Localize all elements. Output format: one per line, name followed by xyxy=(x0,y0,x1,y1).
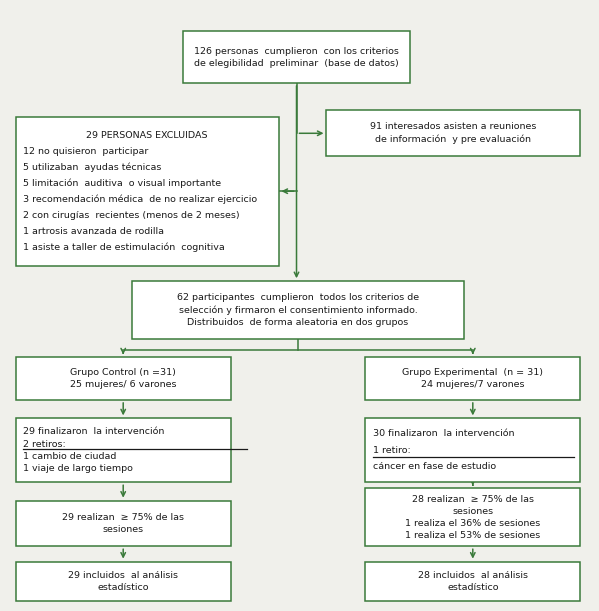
FancyBboxPatch shape xyxy=(16,357,231,400)
Text: 12 no quisieron  participar: 12 no quisieron participar xyxy=(23,147,149,156)
Text: 3 recomendación médica  de no realizar ejercicio: 3 recomendación médica de no realizar ej… xyxy=(23,194,258,204)
Text: 5 utilizaban  ayudas técnicas: 5 utilizaban ayudas técnicas xyxy=(23,163,162,172)
FancyBboxPatch shape xyxy=(183,31,410,83)
Text: 28 realizan  ≥ 75% de las
sesiones
1 realiza el 36% de sesiones
1 realiza el 53%: 28 realizan ≥ 75% de las sesiones 1 real… xyxy=(405,495,540,540)
Text: 29 realizan  ≥ 75% de las
sesiones: 29 realizan ≥ 75% de las sesiones xyxy=(62,513,184,534)
Text: Grupo Control (n =31)
25 mujeres/ 6 varones: Grupo Control (n =31) 25 mujeres/ 6 varo… xyxy=(70,368,177,389)
FancyBboxPatch shape xyxy=(365,357,580,400)
Text: 2 con cirugías  recientes (menos de 2 meses): 2 con cirugías recientes (menos de 2 mes… xyxy=(23,211,240,219)
FancyBboxPatch shape xyxy=(326,111,580,156)
Text: cáncer en fase de estudio: cáncer en fase de estudio xyxy=(373,463,496,471)
FancyBboxPatch shape xyxy=(16,419,231,482)
Text: 29 finalizaron  la intervención: 29 finalizaron la intervención xyxy=(23,427,165,436)
Text: 1 viaje de largo tiempo: 1 viaje de largo tiempo xyxy=(23,464,134,474)
Text: 5 limitación  auditiva  o visual importante: 5 limitación auditiva o visual important… xyxy=(23,178,222,188)
Text: 29 incluidos  al análisis
estadístico: 29 incluidos al análisis estadístico xyxy=(68,571,179,592)
FancyBboxPatch shape xyxy=(365,488,580,546)
Text: 62 participantes  cumplieron  todos los criterios de
selección y firmaron el con: 62 participantes cumplieron todos los cr… xyxy=(177,293,419,327)
Text: 28 incluidos  al análisis
estadístico: 28 incluidos al análisis estadístico xyxy=(418,571,528,592)
FancyBboxPatch shape xyxy=(16,562,231,601)
Text: 2 retiros:: 2 retiros: xyxy=(23,439,66,448)
Text: 1 cambio de ciudad: 1 cambio de ciudad xyxy=(23,452,117,461)
Text: 1 retiro:: 1 retiro: xyxy=(373,446,411,455)
Text: Grupo Experimental  (n = 31)
24 mujeres/7 varones: Grupo Experimental (n = 31) 24 mujeres/7… xyxy=(403,368,543,389)
Text: 126 personas  cumplieron  con los criterios
de elegibilidad  preliminar  (base d: 126 personas cumplieron con los criterio… xyxy=(194,46,399,68)
FancyBboxPatch shape xyxy=(132,281,464,339)
Text: 1 artrosis avanzada de rodilla: 1 artrosis avanzada de rodilla xyxy=(23,227,164,235)
FancyBboxPatch shape xyxy=(365,419,580,482)
Text: 91 interesados asisten a reuniones
de información  y pre evaluación: 91 interesados asisten a reuniones de in… xyxy=(370,122,537,144)
Text: 30 finalizaron  la intervención: 30 finalizaron la intervención xyxy=(373,430,515,438)
FancyBboxPatch shape xyxy=(365,562,580,601)
FancyBboxPatch shape xyxy=(16,117,279,266)
Text: 29 PERSONAS EXCLUIDAS: 29 PERSONAS EXCLUIDAS xyxy=(86,131,208,140)
FancyBboxPatch shape xyxy=(16,500,231,546)
Text: 1 asiste a taller de estimulación  cognitiva: 1 asiste a taller de estimulación cognit… xyxy=(23,242,225,252)
